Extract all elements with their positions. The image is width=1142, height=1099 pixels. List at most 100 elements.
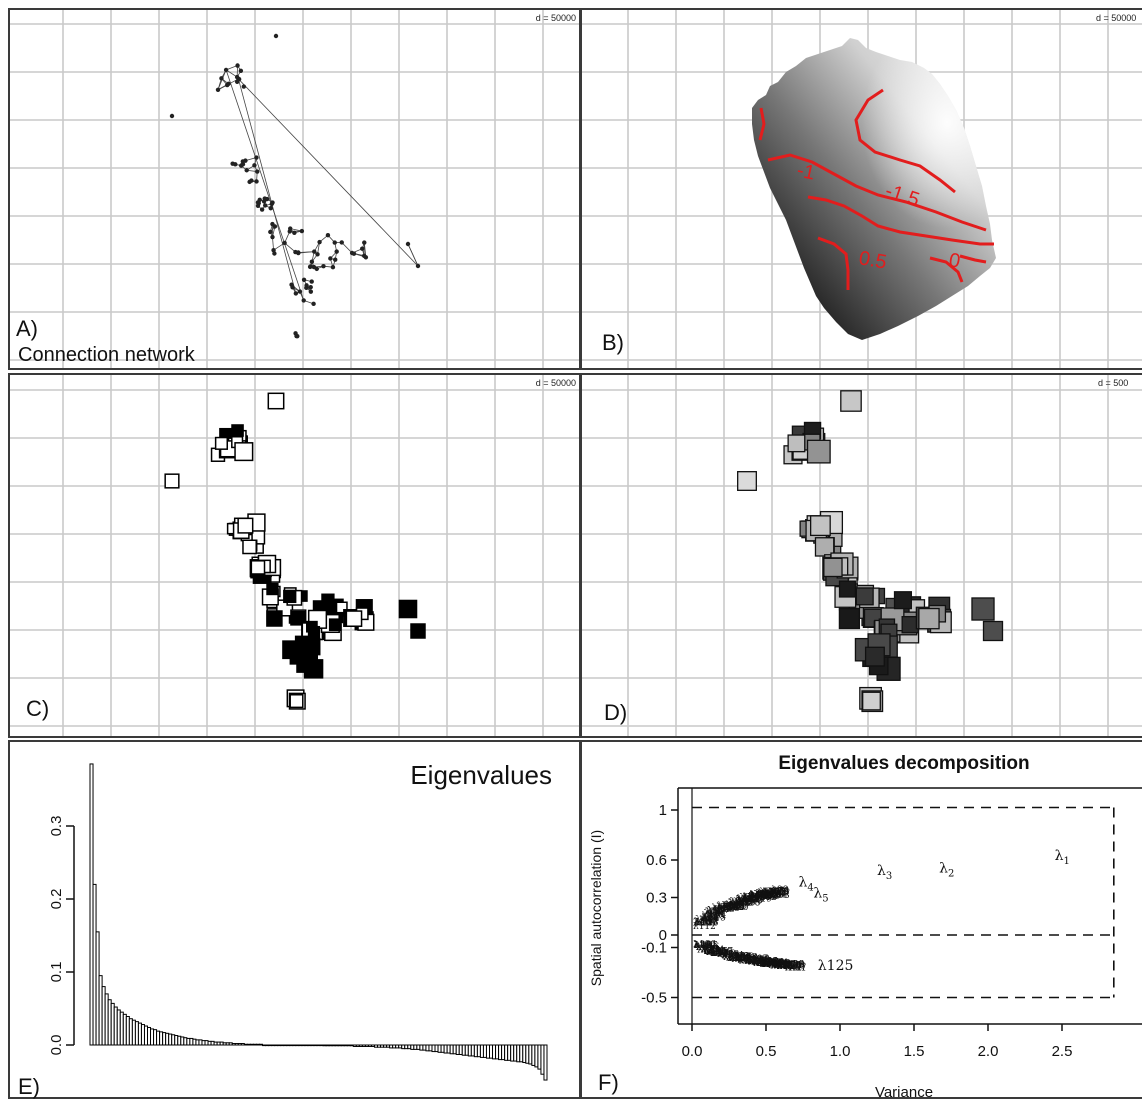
eigenvalue-point: λ70 xyxy=(750,891,767,901)
eigenvalue-point: λ57 xyxy=(733,898,750,908)
network-node xyxy=(259,207,265,212)
eigenvalue-point: λ50 xyxy=(784,961,801,971)
eigenvalue-point: λ67 xyxy=(785,963,802,973)
eigenvalue-point: λ77 xyxy=(749,893,766,903)
site-square xyxy=(806,439,831,464)
eigenvalue-point: λ97 xyxy=(761,890,778,900)
eigenvalue-point: λ86 xyxy=(694,941,711,951)
eigenvalue-point: λ79 xyxy=(746,896,763,906)
eigenvalue-point: λ33 xyxy=(766,959,783,969)
surface-highlight xyxy=(752,38,996,340)
network-node xyxy=(315,252,320,257)
eigenvalue-point: λ38 xyxy=(717,902,734,912)
eigenvalue-point: λ11 xyxy=(772,959,789,969)
network-node xyxy=(235,63,240,68)
eigenvalue-point: λ78 xyxy=(788,962,805,972)
eigenvalue-point: λ88 xyxy=(760,891,777,901)
network-node xyxy=(351,251,357,256)
network-node xyxy=(270,234,275,240)
panel-c-letter: C) xyxy=(26,696,49,721)
eigenvalue-point: λ20 xyxy=(717,950,734,960)
eigenvalue-point: λ102 xyxy=(735,953,758,963)
eigenvalue-point: λ47 xyxy=(754,957,771,967)
eigenvalue-point: λ54 xyxy=(717,903,734,913)
eigenvalue-point: λ47 xyxy=(743,894,760,904)
eigenvalue-point: λ86 xyxy=(694,917,711,927)
eigenvalue-point: λ45 xyxy=(749,890,766,900)
site-square xyxy=(838,607,861,630)
site-square xyxy=(840,390,862,412)
eigenvalue-point: λ12 xyxy=(759,893,776,903)
eigenvalue-point: λ16 xyxy=(747,957,764,967)
eigenvalue-point: λ71 xyxy=(703,945,720,955)
eigenvalue-point: λ65 xyxy=(743,893,760,903)
eigenvalue-point: λ97 xyxy=(775,961,792,971)
eigenvalue-point: λ38 xyxy=(722,950,739,960)
eigenvalue-point: λ62 xyxy=(760,892,777,902)
eigenvalue-point: λ60 xyxy=(755,957,772,967)
network-edge xyxy=(272,236,274,251)
eigenvalue-point: λ62 xyxy=(774,961,791,971)
contour-line xyxy=(758,107,766,141)
site-square xyxy=(250,560,266,575)
eigenvalue-point: λ73 xyxy=(767,959,784,969)
eigenvalue-point: λ68 xyxy=(696,943,713,953)
contour-line xyxy=(959,254,987,264)
network-edge xyxy=(298,251,315,254)
network-edge xyxy=(225,69,305,301)
eigenvalue-point: λ55 xyxy=(723,953,740,963)
x-tick-label: 0.0 xyxy=(682,1043,703,1060)
eigenvalue-point: λ21 xyxy=(768,887,785,897)
y-tick-label: 0.3 xyxy=(48,816,65,837)
network-node xyxy=(405,241,411,247)
eigenvalue-point: λ117 xyxy=(710,947,733,957)
x-tick-label: 2.0 xyxy=(978,1043,999,1060)
eigenvalue-point: λ56 xyxy=(728,952,745,962)
network-node xyxy=(254,179,259,184)
y-tick-label: 0.3 xyxy=(646,890,667,907)
eigenvalue-point: λ76 xyxy=(764,891,781,901)
eigenvalue-point: λ41 xyxy=(771,959,788,969)
site-square xyxy=(809,515,831,537)
eigenvalue-point: λ111 xyxy=(722,903,745,913)
network-node xyxy=(241,84,247,89)
eigenvalue-point: λ119 xyxy=(760,958,783,968)
eigenvalue-point: λ81 xyxy=(773,886,790,896)
eigenvalue-point: λ32 xyxy=(712,948,729,958)
network-node xyxy=(296,250,301,256)
eigenvalue-point: λ34 xyxy=(777,962,794,972)
eigenvalue-point: λ60 xyxy=(745,895,762,905)
network-node xyxy=(234,79,240,85)
eigenvalue-point: λ61 xyxy=(697,945,714,955)
network-node xyxy=(289,282,294,287)
connection-network xyxy=(169,33,421,339)
eigenvalue-point: λ95 xyxy=(737,897,754,907)
eigenvalue-point: λ30 xyxy=(760,891,777,901)
site-square xyxy=(289,694,304,709)
eigenvalue-point: λ103 xyxy=(760,960,783,970)
eigenvalue-point: λ42 xyxy=(769,889,786,899)
eigenvalue-point: λ90 xyxy=(699,917,716,927)
eigenvalue-point: λ40 xyxy=(744,957,761,967)
contour-line xyxy=(767,153,987,232)
site-square xyxy=(335,601,348,614)
eigenvalue-point: λ57 xyxy=(741,955,758,965)
eigenvalue-point: λ76 xyxy=(779,961,796,971)
eigenvalue-point: λ106 xyxy=(693,940,716,950)
network-node xyxy=(339,240,344,245)
network-node xyxy=(321,263,326,269)
decomposition-title: Eigenvalues decomposition xyxy=(778,753,1029,774)
eigenvalue-point: λ107 xyxy=(746,954,769,964)
eigenvalue-point: λ91 xyxy=(702,914,719,924)
network-node xyxy=(292,230,297,236)
network-node xyxy=(273,33,279,39)
site-square xyxy=(292,649,308,665)
contour-line xyxy=(807,195,994,246)
eigenvalue-point: λ82 xyxy=(739,956,756,966)
eigenvalue-point: λ69 xyxy=(715,905,732,915)
eigenvalue-point: λ64 xyxy=(703,909,720,919)
eigenvalue-point: λ59 xyxy=(730,897,747,907)
eigenvalue-point: λ74 xyxy=(705,907,722,917)
eigenvector-point-cloud: λ10λ10λ11λ11λ12λ12λ13λ13λ14λ14λ15λ15λ16λ… xyxy=(693,886,807,974)
eigenvalue-point: λ107 xyxy=(737,894,760,904)
